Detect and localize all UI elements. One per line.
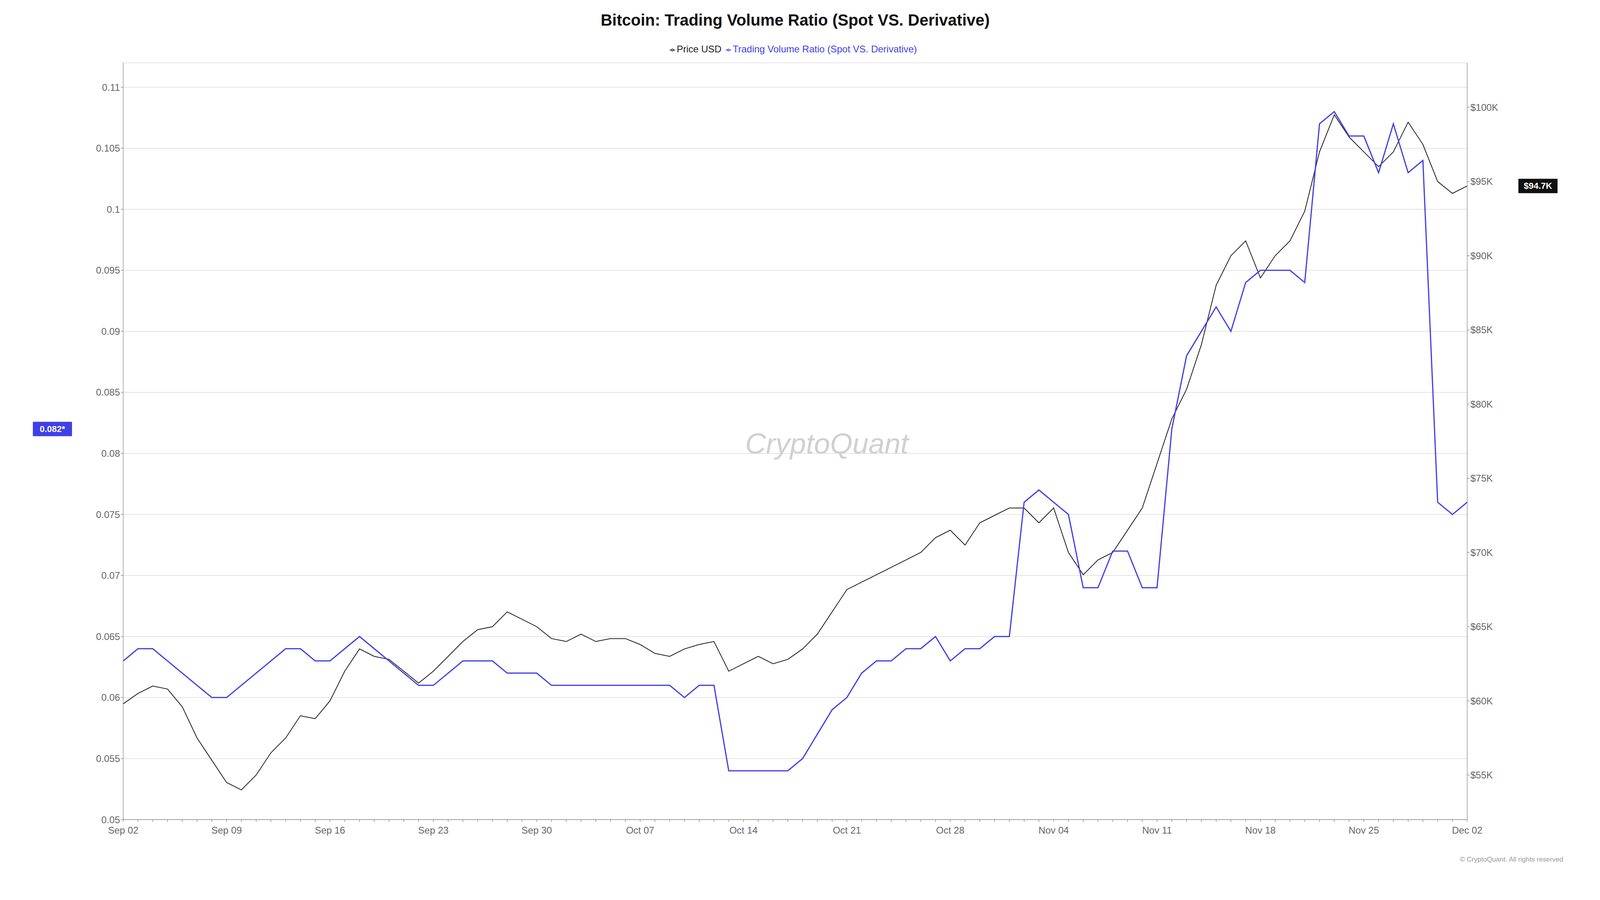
svg-text:0.055: 0.055 xyxy=(96,753,120,764)
svg-text:Oct 07: Oct 07 xyxy=(626,824,655,836)
svg-text:Nov 11: Nov 11 xyxy=(1142,824,1172,836)
svg-text:$80K: $80K xyxy=(1470,398,1493,410)
svg-text:$94.7K: $94.7K xyxy=(1523,180,1552,191)
svg-text:0.085: 0.085 xyxy=(96,386,120,398)
svg-text:$60K: $60K xyxy=(1470,695,1493,707)
svg-text:Nov 25: Nov 25 xyxy=(1348,824,1380,836)
svg-text:$85K: $85K xyxy=(1470,324,1493,336)
svg-text:0.06: 0.06 xyxy=(101,692,120,703)
svg-text:0.08: 0.08 xyxy=(101,448,120,459)
svg-text:Sep 09: Sep 09 xyxy=(211,824,242,836)
svg-text:Sep 16: Sep 16 xyxy=(314,824,346,836)
svg-text:0.095: 0.095 xyxy=(96,264,120,276)
html-text:Bitcoin: Trading Volume Ratio: Bitcoin: Trading Volume Ratio (Spot VS. … xyxy=(600,11,990,29)
svg-text:Dec 02: Dec 02 xyxy=(1452,824,1483,836)
svg-text:0.05: 0.05 xyxy=(101,814,120,826)
svg-text:0.065: 0.065 xyxy=(96,631,120,642)
svg-text:$65K: $65K xyxy=(1470,621,1493,632)
svg-text:$55K: $55K xyxy=(1470,769,1493,781)
svg-text:0.07: 0.07 xyxy=(101,570,120,581)
svg-text:Sep 23: Sep 23 xyxy=(418,824,449,836)
svg-text:0.11: 0.11 xyxy=(102,82,120,93)
html-text:CryptoQuant: CryptoQuant xyxy=(745,427,909,460)
svg-text:0.105: 0.105 xyxy=(96,142,120,154)
svg-text:$90K: $90K xyxy=(1470,250,1493,262)
svg-text:Sep 02: Sep 02 xyxy=(108,824,139,836)
svg-text:Sep 30: Sep 30 xyxy=(521,824,552,836)
svg-text:$70K: $70K xyxy=(1470,547,1493,558)
html-text:© CryptoQuant. All rights rese: © CryptoQuant. All rights reserved xyxy=(1459,855,1564,864)
svg-text:Nov 18: Nov 18 xyxy=(1245,824,1276,836)
svg-text:$75K: $75K xyxy=(1470,472,1493,484)
svg-text:0.09: 0.09 xyxy=(101,326,120,337)
html-text:Trading Volume Ratio (Spot VS.: Trading Volume Ratio (Spot VS. Derivativ… xyxy=(732,43,917,55)
svg-text:0.075: 0.075 xyxy=(96,509,120,520)
svg-text:Nov 04: Nov 04 xyxy=(1038,824,1069,836)
svg-text:Oct 28: Oct 28 xyxy=(936,824,965,836)
svg-text:Oct 21: Oct 21 xyxy=(832,824,862,836)
svg-text:0.082*: 0.082* xyxy=(39,424,66,434)
svg-text:Oct 14: Oct 14 xyxy=(729,824,758,836)
svg-text:$95K: $95K xyxy=(1470,176,1493,187)
svg-text:$100K: $100K xyxy=(1470,102,1498,113)
html-text:Price USD: Price USD xyxy=(676,43,722,55)
svg-text:0.1: 0.1 xyxy=(106,204,120,215)
